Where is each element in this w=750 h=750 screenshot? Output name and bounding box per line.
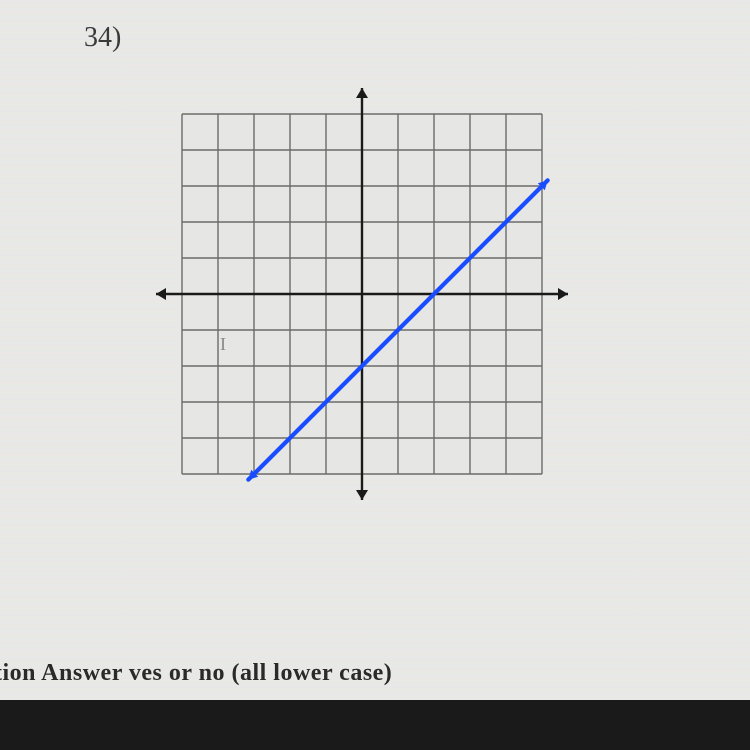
partial-instruction-text: tion Answer ves or no (all lower case) (0, 660, 392, 687)
coordinate-grid-chart (150, 82, 574, 511)
bottom-black-bar (0, 700, 750, 750)
question-number: 34) (84, 22, 121, 54)
grid-svg (150, 82, 574, 506)
text-cursor-artifact: I (220, 334, 226, 355)
